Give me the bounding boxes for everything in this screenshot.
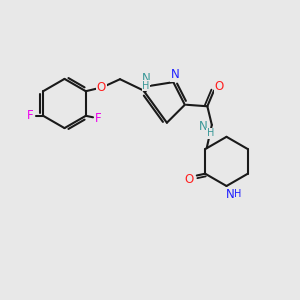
Text: N: N [142, 72, 150, 85]
Text: F: F [95, 112, 102, 125]
Text: O: O [97, 81, 106, 94]
Text: H: H [234, 189, 242, 200]
Text: O: O [185, 172, 194, 186]
Text: F: F [27, 109, 34, 122]
Text: N: N [199, 120, 207, 133]
Text: N: N [226, 188, 235, 201]
Text: H: H [142, 80, 149, 91]
Text: H: H [207, 128, 214, 138]
Text: O: O [215, 80, 224, 93]
Text: N: N [170, 68, 179, 81]
